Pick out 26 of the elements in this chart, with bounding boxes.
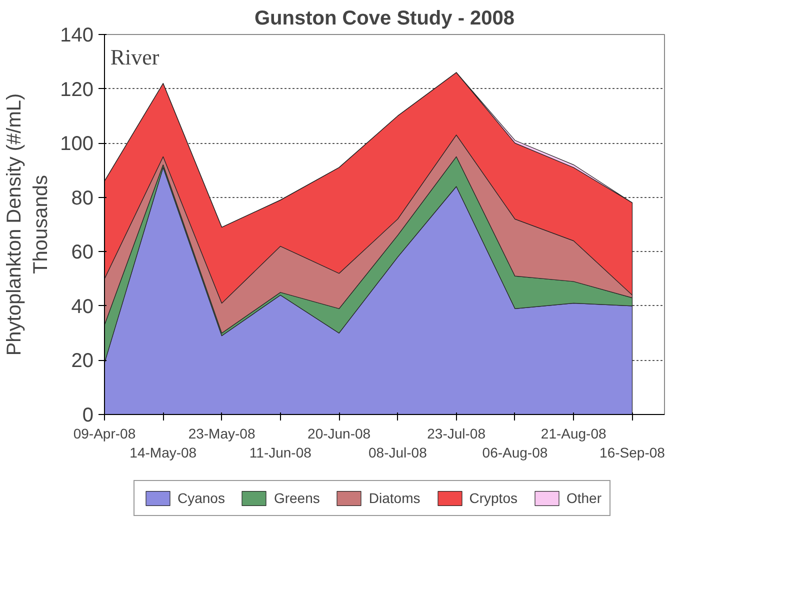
legend-label: Greens — [274, 490, 320, 506]
x-tick-label: 08-Jul-08 — [368, 444, 428, 461]
x-tick-label: 16-Sep-08 — [600, 444, 666, 461]
x-tick-label: 21-Aug-08 — [540, 426, 607, 442]
x-tick-label: 20-Jun-08 — [308, 426, 371, 442]
y-tick-label: 80 — [71, 187, 94, 210]
x-tick-label: 09-Apr-08 — [73, 426, 136, 442]
x-tick-label: 14-May-08 — [130, 444, 197, 461]
y-tick-label: 0 — [82, 404, 94, 426]
legend-label: Cyanos — [178, 490, 225, 506]
y-tick-label: 60 — [71, 242, 94, 264]
legend-label: Other — [566, 490, 602, 506]
x-tick-label: 23-Jul-08 — [427, 426, 486, 442]
annotation: River — [110, 44, 160, 70]
y-tick-label: 20 — [71, 350, 94, 372]
legend-label: Cryptos — [469, 490, 518, 506]
y-axis-title: Phytoplankton Density (#/mL) Thousands — [4, 93, 52, 356]
x-tick-label: 11-Jun-08 — [249, 444, 312, 461]
x-tick-label: 06-Aug-08 — [482, 444, 548, 461]
legend-label: Diatoms — [368, 490, 420, 506]
y-tick-label: 40 — [71, 296, 94, 318]
chart-title: Gunston Cove Study - 2008 — [254, 8, 515, 30]
y-tick-label: 100 — [60, 133, 94, 156]
y-tick-label: 120 — [60, 78, 94, 101]
x-tick-label: 23-May-08 — [188, 426, 256, 442]
y-tick-label: 140 — [60, 24, 94, 46]
